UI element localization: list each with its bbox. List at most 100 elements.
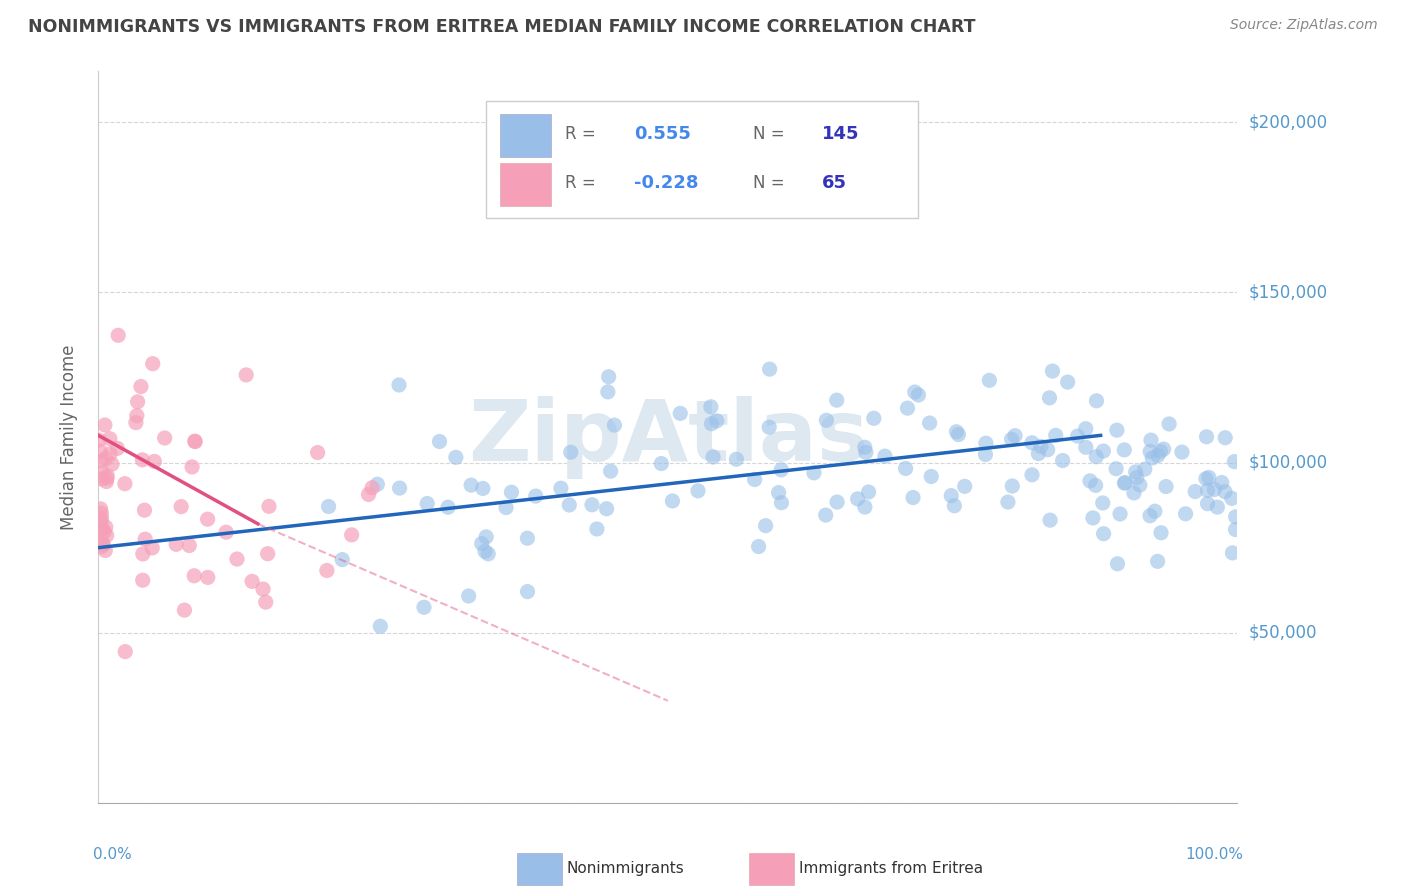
Point [815,413,838,427]
Point [388,481,411,495]
Point [650,457,672,471]
FancyBboxPatch shape [485,101,918,218]
Point [1001,479,1024,493]
Point [94,520,117,534]
Point [1028,447,1050,461]
Text: N =: N = [754,174,790,192]
Point [1139,508,1161,523]
Point [181,459,204,474]
Point [90,502,112,516]
Point [134,503,156,517]
Point [96,528,118,542]
Point [560,445,582,459]
Point [318,500,340,514]
Point [501,485,523,500]
Point [596,384,619,399]
Point [90,511,112,525]
Point [700,417,723,431]
Point [853,440,876,454]
Point [1223,455,1246,469]
Point [197,512,219,526]
Point [1091,496,1114,510]
Point [240,574,263,589]
Point [524,489,547,503]
Point [184,434,207,449]
Text: 65: 65 [821,174,846,192]
Point [361,481,384,495]
Point [184,434,207,449]
Point [1211,475,1233,490]
Text: 145: 145 [821,125,859,143]
Point [1084,478,1107,492]
Point [1139,444,1161,458]
Point [1225,523,1247,537]
Point [1197,497,1219,511]
Point [1021,435,1043,450]
Point [183,568,205,582]
Point [1021,467,1043,482]
Point [516,531,538,545]
Point [1133,462,1156,476]
Point [1184,484,1206,499]
Point [901,491,924,505]
Text: 0.0%: 0.0% [93,847,132,862]
Point [132,547,155,561]
Point [894,461,917,475]
Point [142,357,165,371]
Point [1045,428,1067,442]
Point [1150,525,1173,540]
Point [974,448,997,462]
Point [1114,475,1136,490]
Point [825,393,848,408]
Point [1107,557,1129,571]
Point [1197,483,1219,498]
Point [226,552,249,566]
Point [1122,486,1144,500]
Text: R =: R = [565,125,602,143]
Point [825,495,848,509]
Point [586,522,609,536]
Point [215,525,238,540]
Point [1225,509,1247,524]
Point [444,450,467,465]
Point [495,500,517,515]
Point [1206,500,1229,515]
Point [904,385,927,400]
Point [945,425,967,439]
Point [974,436,997,450]
Point [94,451,117,466]
Point [477,547,499,561]
Text: $100,000: $100,000 [1249,454,1327,472]
Point [948,427,970,442]
Point [599,464,621,478]
Point [979,373,1001,387]
Point [131,573,153,587]
Point [1085,450,1108,464]
Point [1004,428,1026,442]
Point [416,496,439,510]
Text: $150,000: $150,000 [1249,284,1327,301]
Point [669,406,692,420]
Point [96,471,118,485]
Point [725,452,748,467]
Point [1153,442,1175,456]
Point [388,378,411,392]
Point [686,483,709,498]
Point [1125,465,1147,479]
Point [581,498,603,512]
Point [357,487,380,501]
Point [744,473,766,487]
Point [1171,445,1194,459]
Point [1078,474,1101,488]
Point [94,417,117,432]
Point [1052,453,1074,467]
Point [1105,423,1128,437]
Point [550,481,572,495]
FancyBboxPatch shape [501,163,551,206]
Point [748,540,770,554]
Text: Immigrants from Eritrea: Immigrants from Eritrea [799,862,983,876]
Point [256,547,278,561]
Point [1149,444,1171,458]
Point [1085,393,1108,408]
Point [471,482,494,496]
